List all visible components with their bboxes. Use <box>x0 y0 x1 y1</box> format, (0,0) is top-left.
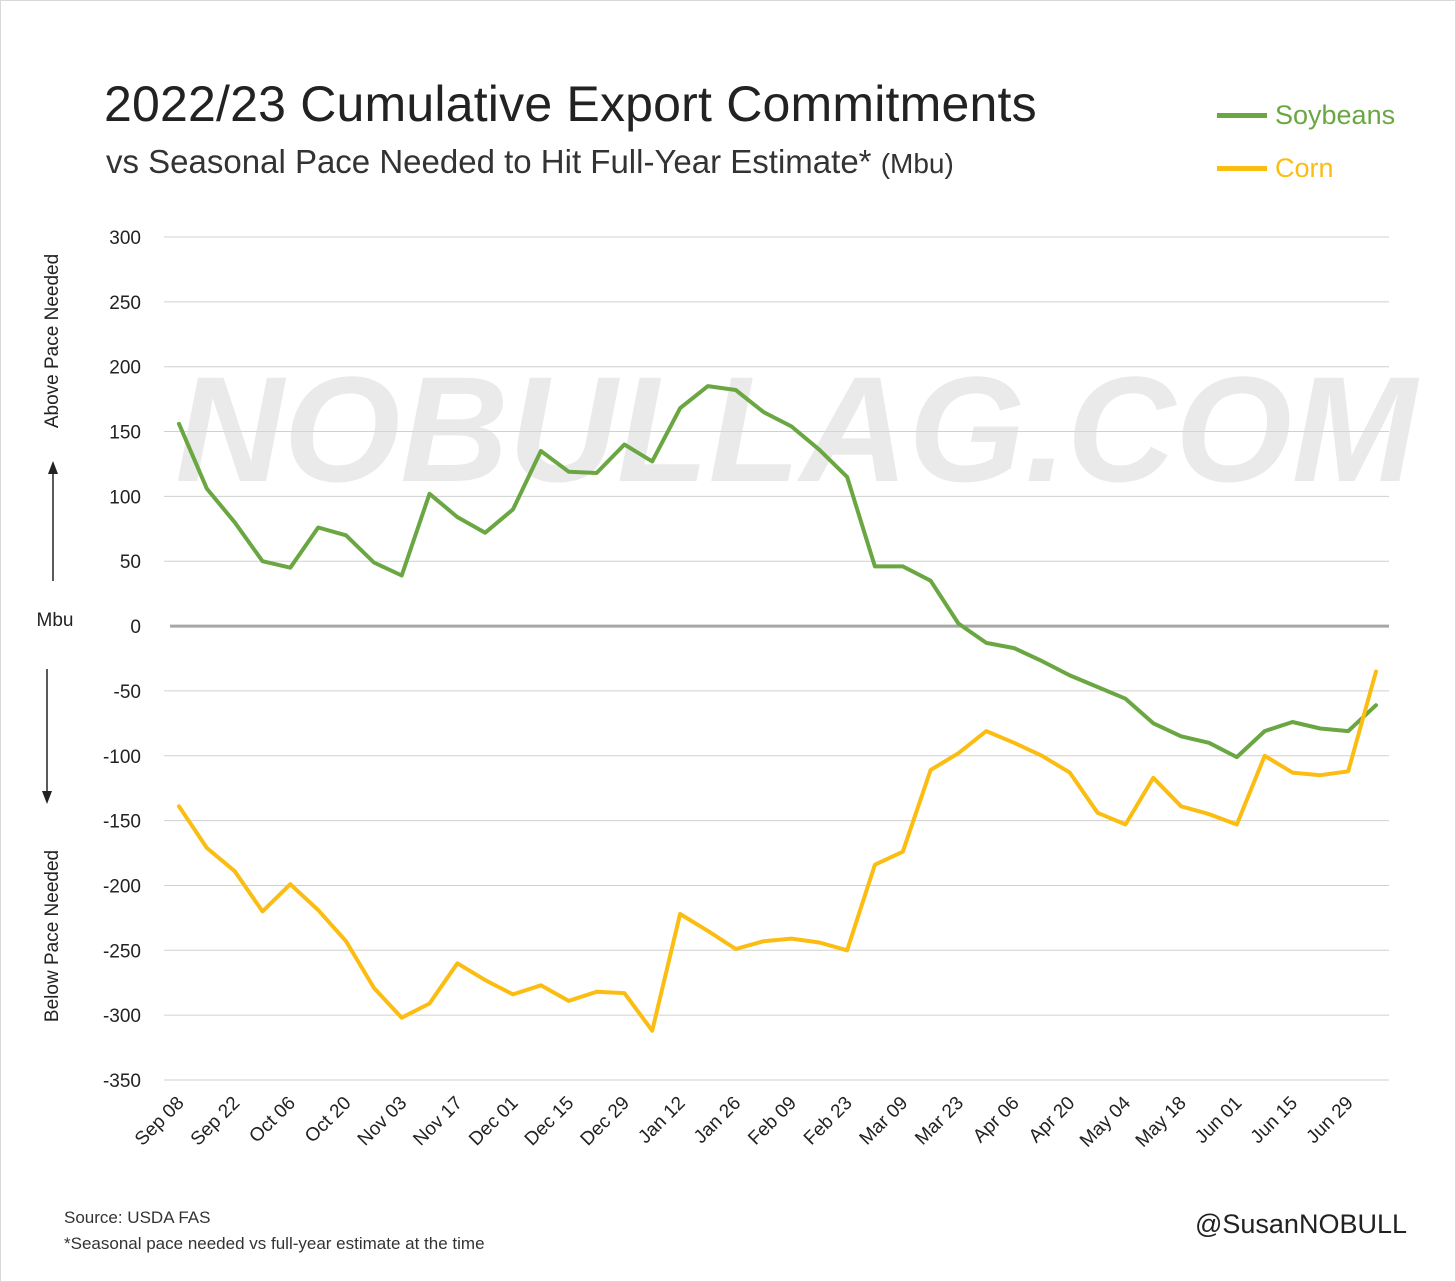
legend-swatch-soybeans <box>1217 113 1267 118</box>
down-arrow-icon <box>42 791 52 804</box>
y-axis-side-labels: Above Pace Needed Below Pace Needed Mbu <box>37 254 74 1022</box>
author-handle: @SusanNOBULL <box>1194 1209 1407 1239</box>
line-chart: NOBULLAG.COM 300250200150100500-50-100-1… <box>37 228 1420 1152</box>
series-line-soybeans <box>177 384 1378 760</box>
x-tick-label: Dec 29 <box>577 1093 634 1150</box>
gridlines <box>164 236 1389 1081</box>
x-tick-label: Dec 15 <box>521 1093 578 1150</box>
x-tick-label: Dec 01 <box>465 1093 522 1150</box>
below-pace-label: Below Pace Needed <box>42 850 63 1022</box>
x-tick-label: Apr 06 <box>969 1093 1023 1147</box>
x-tick-label: Feb 09 <box>744 1093 801 1150</box>
x-tick-label: Sep 22 <box>187 1093 244 1150</box>
legend-label-corn: Corn <box>1275 153 1334 183</box>
x-tick-label: Jan 26 <box>690 1093 745 1148</box>
footnote: *Seasonal pace needed vs full-year estim… <box>64 1234 485 1253</box>
x-tick-label: May 04 <box>1076 1092 1135 1151</box>
x-tick-label: Jun 01 <box>1191 1093 1246 1148</box>
above-pace-label: Above Pace Needed <box>42 254 63 428</box>
y-tick-label: -50 <box>114 682 141 703</box>
x-tick-label: Mar 23 <box>911 1093 968 1150</box>
chart-subtitle-text: vs Seasonal Pace Needed to Hit Full-Year… <box>106 143 872 180</box>
y-tick-label: -250 <box>103 941 141 962</box>
x-tick-label: Oct 20 <box>301 1093 355 1147</box>
x-tick-label: May 18 <box>1132 1093 1191 1152</box>
legend-swatch-corn <box>1217 166 1267 171</box>
y-tick-label: -300 <box>103 1006 141 1027</box>
y-tick-label: -350 <box>103 1071 141 1092</box>
series-lines <box>177 384 1378 1033</box>
y-tick-label: 50 <box>120 552 141 573</box>
y-axis-ticks: 300 250 200 150 100 50 0 -50 -100 -150 -200 -250 -30… <box>103 228 141 1092</box>
chart-title: 2022/23 Cumulative Export Commitments <box>104 76 1037 132</box>
x-tick-label: Jun 15 <box>1247 1093 1302 1148</box>
x-tick-label: Nov 17 <box>409 1093 466 1150</box>
y-tick-label: 150 <box>109 423 141 444</box>
x-tick-label: Oct 06 <box>245 1093 299 1147</box>
y-tick-label: -100 <box>103 747 141 768</box>
y-axis-unit-label: Mbu <box>37 610 74 631</box>
legend-item-soybeans: Soybeans <box>1217 89 1395 142</box>
y-tick-label: -200 <box>103 876 141 897</box>
x-tick-label: Jun 29 <box>1303 1093 1358 1148</box>
x-tick-label: Apr 20 <box>1025 1093 1079 1147</box>
legend-label-soybeans: Soybeans <box>1275 100 1396 130</box>
x-tick-label: Feb 23 <box>800 1093 857 1150</box>
y-tick-label: 300 <box>109 228 141 249</box>
y-tick-label: 100 <box>109 487 141 508</box>
up-arrow-icon <box>48 461 58 474</box>
chart-subtitle: vs Seasonal Pace Needed to Hit Full-Year… <box>106 143 954 181</box>
chart-subtitle-unit: (Mbu) <box>880 148 954 179</box>
source-note: Source: USDA FAS <box>64 1208 211 1227</box>
legend-item-corn: Corn <box>1217 142 1395 195</box>
x-tick-label: Jan 12 <box>634 1093 689 1148</box>
y-tick-label: 250 <box>109 293 141 314</box>
legend: Soybeans Corn <box>1217 89 1395 195</box>
y-tick-label: 200 <box>109 358 141 379</box>
x-tick-label: Nov 03 <box>354 1093 411 1150</box>
x-tick-label: Mar 09 <box>856 1093 913 1150</box>
y-tick-label: 0 <box>130 617 141 638</box>
x-tick-label: Sep 08 <box>131 1093 188 1150</box>
y-tick-label: -150 <box>103 812 141 833</box>
series-line-corn <box>177 669 1378 1033</box>
